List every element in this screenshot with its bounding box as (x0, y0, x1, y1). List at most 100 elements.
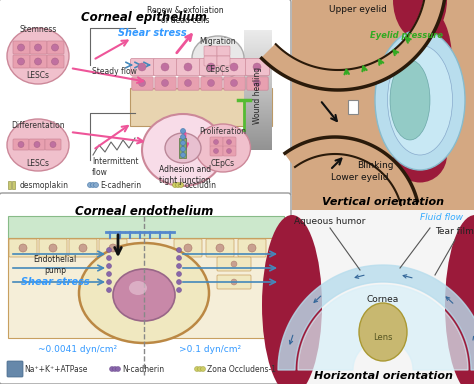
Circle shape (116, 366, 120, 371)
FancyBboxPatch shape (69, 239, 97, 257)
Circle shape (194, 366, 200, 371)
Circle shape (176, 255, 182, 260)
Circle shape (184, 244, 192, 252)
Circle shape (227, 149, 231, 154)
Circle shape (107, 280, 111, 285)
FancyBboxPatch shape (201, 77, 222, 90)
FancyBboxPatch shape (223, 146, 236, 156)
Ellipse shape (262, 215, 322, 384)
Circle shape (253, 63, 261, 71)
Circle shape (162, 79, 168, 86)
Bar (244, 139, 272, 140)
Bar (244, 32, 272, 33)
FancyBboxPatch shape (210, 146, 223, 156)
Ellipse shape (7, 28, 69, 84)
Bar (244, 141, 272, 142)
Bar (244, 137, 272, 138)
Circle shape (230, 63, 238, 71)
Bar (244, 59, 272, 60)
Circle shape (91, 182, 95, 187)
Bar (244, 72, 272, 73)
Ellipse shape (195, 124, 250, 172)
Text: occludin: occludin (185, 180, 217, 189)
Bar (244, 97, 272, 98)
Circle shape (35, 58, 42, 65)
FancyBboxPatch shape (217, 56, 230, 66)
Bar (244, 69, 272, 70)
Bar (244, 67, 272, 68)
Bar (244, 113, 272, 114)
Bar (244, 50, 272, 51)
Bar (244, 52, 272, 53)
Circle shape (176, 288, 182, 293)
Text: N-cadherin: N-cadherin (122, 364, 164, 374)
Bar (244, 83, 272, 84)
Polygon shape (285, 137, 417, 205)
Bar (179, 138, 182, 158)
FancyBboxPatch shape (47, 55, 64, 68)
Bar (244, 89, 272, 90)
Bar (244, 43, 272, 44)
Circle shape (248, 244, 256, 252)
Text: Shear stress: Shear stress (118, 28, 187, 38)
Bar (244, 60, 272, 61)
Bar (244, 38, 272, 39)
Circle shape (181, 147, 185, 152)
Text: Steady flow: Steady flow (92, 68, 137, 76)
Bar (244, 116, 272, 117)
Polygon shape (298, 285, 468, 370)
Circle shape (107, 255, 111, 260)
Bar (244, 128, 272, 129)
Bar (244, 149, 272, 150)
Ellipse shape (445, 215, 474, 384)
Bar (244, 51, 272, 52)
Bar (244, 39, 272, 40)
Bar (244, 129, 272, 130)
Bar (244, 144, 272, 145)
Circle shape (184, 79, 191, 86)
Bar (244, 130, 272, 131)
FancyBboxPatch shape (155, 77, 176, 90)
Ellipse shape (388, 45, 453, 155)
Bar (244, 77, 272, 78)
Circle shape (18, 58, 25, 65)
Bar (244, 76, 272, 77)
Circle shape (176, 248, 182, 253)
Bar (244, 120, 272, 121)
Bar (244, 71, 272, 72)
Bar (244, 54, 272, 55)
Bar (244, 146, 272, 147)
Text: CEpCs: CEpCs (206, 65, 230, 73)
Circle shape (107, 248, 111, 253)
Circle shape (107, 288, 111, 293)
Bar (8, 216, 284, 238)
Circle shape (109, 244, 117, 252)
Circle shape (179, 182, 183, 187)
Text: Lower eyelid: Lower eyelid (331, 174, 389, 182)
Polygon shape (262, 0, 445, 90)
Ellipse shape (393, 127, 447, 182)
Circle shape (138, 63, 146, 71)
Bar (244, 117, 272, 118)
Bar (244, 74, 272, 75)
FancyBboxPatch shape (176, 58, 201, 76)
Bar (244, 100, 272, 101)
Circle shape (18, 141, 24, 147)
Bar (244, 87, 272, 88)
Bar (244, 110, 272, 111)
Text: Cornea: Cornea (367, 296, 399, 305)
Text: Shear stress: Shear stress (21, 277, 89, 287)
Text: Horizontal orientation: Horizontal orientation (314, 371, 453, 381)
FancyBboxPatch shape (0, 193, 291, 384)
Bar (244, 109, 272, 110)
Bar (244, 34, 272, 35)
Bar (244, 68, 272, 69)
Bar (244, 41, 272, 42)
Circle shape (181, 141, 185, 146)
Bar (244, 99, 272, 100)
Circle shape (213, 139, 219, 144)
FancyBboxPatch shape (7, 361, 23, 377)
Circle shape (161, 63, 169, 71)
Circle shape (227, 139, 231, 144)
Text: Migration: Migration (200, 36, 237, 45)
